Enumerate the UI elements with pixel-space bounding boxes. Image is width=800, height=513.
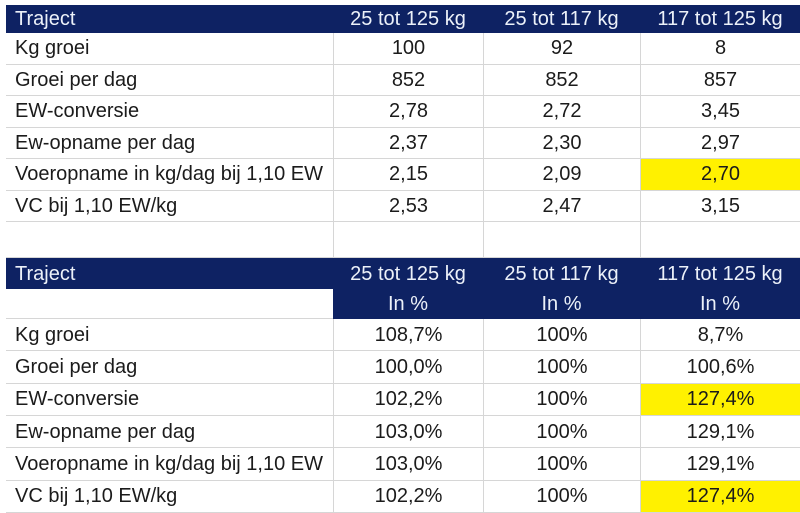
row-label: Voeropname in kg/dag bij 1,10 EW (6, 159, 333, 191)
table2-header-traject: Traject (15, 262, 76, 285)
cell-value-highlighted: 2,70 (640, 159, 800, 191)
row-label: VC bij 1,10 EW/kg (6, 191, 333, 222)
cell-value: 102,2% (333, 480, 483, 513)
row-label: Ew-opname per dag (6, 416, 333, 449)
row-label: Groei per dag (6, 65, 333, 96)
table2-header-col-25-117: 25 tot 117 kg (504, 262, 619, 285)
table-absolute: Traject 25 tot 125 kg 25 tot 117 kg 117 … (6, 5, 800, 222)
row-label: Kg groei (6, 33, 333, 65)
table2-subheader-row: In % In % In % (6, 289, 800, 319)
empty-cell (333, 222, 483, 258)
cell-value: 92 (483, 33, 640, 65)
cell-value: 3,15 (640, 190, 800, 222)
cell-value: 129,1% (640, 415, 800, 449)
table1-row-vc: VC bij 1,10 EW/kg 2,53 2,47 3,15 (6, 190, 800, 222)
cell-value: 100% (483, 319, 640, 352)
table2-subheader-in-pct: In % (387, 293, 429, 315)
table1-header-col-25-125: 25 tot 125 kg (350, 8, 466, 30)
row-label: Groei per dag (6, 351, 333, 384)
table2-row-ew-opname: Ew-opname per dag 103,0% 100% 129,1% (6, 415, 800, 449)
cell-value: 2,30 (483, 127, 640, 159)
cell-value-highlighted: 127,4% (640, 383, 800, 416)
cell-value: 103,0% (333, 415, 483, 449)
table1-header-row: Traject 25 tot 125 kg 25 tot 117 kg 117 … (6, 5, 800, 33)
table2-row-vc: VC bij 1,10 EW/kg 102,2% 100% 127,4% (6, 480, 800, 513)
cell-value: 857 (640, 64, 800, 96)
empty-cell (6, 222, 333, 258)
table-percent: Traject 25 tot 125 kg 25 tot 117 kg 117 … (6, 258, 800, 513)
row-label: Kg groei (6, 319, 333, 352)
cell-value: 8 (640, 33, 800, 65)
cell-value: 3,45 (640, 96, 800, 128)
cell-value: 100% (483, 415, 640, 449)
cell-value: 2,09 (483, 159, 640, 191)
cell-value: 129,1% (640, 448, 800, 481)
cell-value: 100,6% (640, 351, 800, 384)
table2-row-kg-groei: Kg groei 108,7% 100% 8,7% (6, 319, 800, 352)
table1-row-ew-conversie: EW-conversie 2,78 2,72 3,45 (6, 96, 800, 128)
cell-value: 852 (333, 64, 483, 96)
table2-row-voeropname: Voeropname in kg/dag bij 1,10 EW 103,0% … (6, 448, 800, 481)
row-label: EW-conversie (6, 384, 333, 416)
cell-value: 2,53 (333, 190, 483, 222)
cell-value: 2,47 (483, 190, 640, 222)
empty-row (6, 222, 800, 258)
cell-value: 100,0% (333, 351, 483, 384)
table2-row-ew-conversie: EW-conversie 102,2% 100% 127,4% (6, 383, 800, 416)
table1-header-col-117-125: 117 tot 125 kg (657, 8, 783, 30)
table1-header-traject: Traject (15, 8, 76, 30)
cell-value: 102,2% (333, 383, 483, 416)
cell-value: 103,0% (333, 448, 483, 481)
table1-row-groei-per-dag: Groei per dag 852 852 857 (6, 64, 800, 96)
row-label: Ew-opname per dag (6, 128, 333, 159)
row-label: Voeropname in kg/dag bij 1,10 EW (6, 448, 333, 481)
table2-header-col-25-125: 25 tot 125 kg (350, 262, 466, 285)
table1-row-kg-groei: Kg groei 100 92 8 (6, 33, 800, 65)
cell-value: 100% (483, 383, 640, 416)
row-label: VC bij 1,10 EW/kg (6, 481, 333, 513)
table2-subheader-in-pct: In % (699, 293, 741, 315)
cell-value: 2,72 (483, 96, 640, 128)
table2-subheader-in-pct: In % (541, 293, 582, 315)
cell-value-highlighted: 127,4% (640, 480, 800, 513)
table1-header-col-25-117: 25 tot 117 kg (504, 8, 619, 30)
table2-header-row: Traject 25 tot 125 kg 25 tot 117 kg 117 … (6, 258, 800, 289)
cell-value: 100% (483, 448, 640, 481)
cell-value: 8,7% (640, 319, 800, 352)
empty-cell (483, 222, 640, 258)
cell-value: 2,37 (333, 127, 483, 159)
table2-header-col-117-125: 117 tot 125 kg (657, 262, 783, 285)
table2-subheader-empty (6, 289, 333, 319)
cell-value: 108,7% (333, 319, 483, 352)
table1-row-ew-opname: Ew-opname per dag 2,37 2,30 2,97 (6, 127, 800, 159)
row-label: EW-conversie (6, 96, 333, 128)
cell-value: 2,97 (640, 127, 800, 159)
cell-value: 100 (333, 33, 483, 65)
table1-row-voeropname: Voeropname in kg/dag bij 1,10 EW 2,15 2,… (6, 159, 800, 191)
table2-row-groei-per-dag: Groei per dag 100,0% 100% 100,6% (6, 351, 800, 384)
cell-value: 2,15 (333, 159, 483, 191)
cell-value: 852 (483, 64, 640, 96)
empty-cell (640, 222, 800, 258)
cell-value: 100% (483, 480, 640, 513)
cell-value: 2,78 (333, 96, 483, 128)
cell-value: 100% (483, 351, 640, 384)
